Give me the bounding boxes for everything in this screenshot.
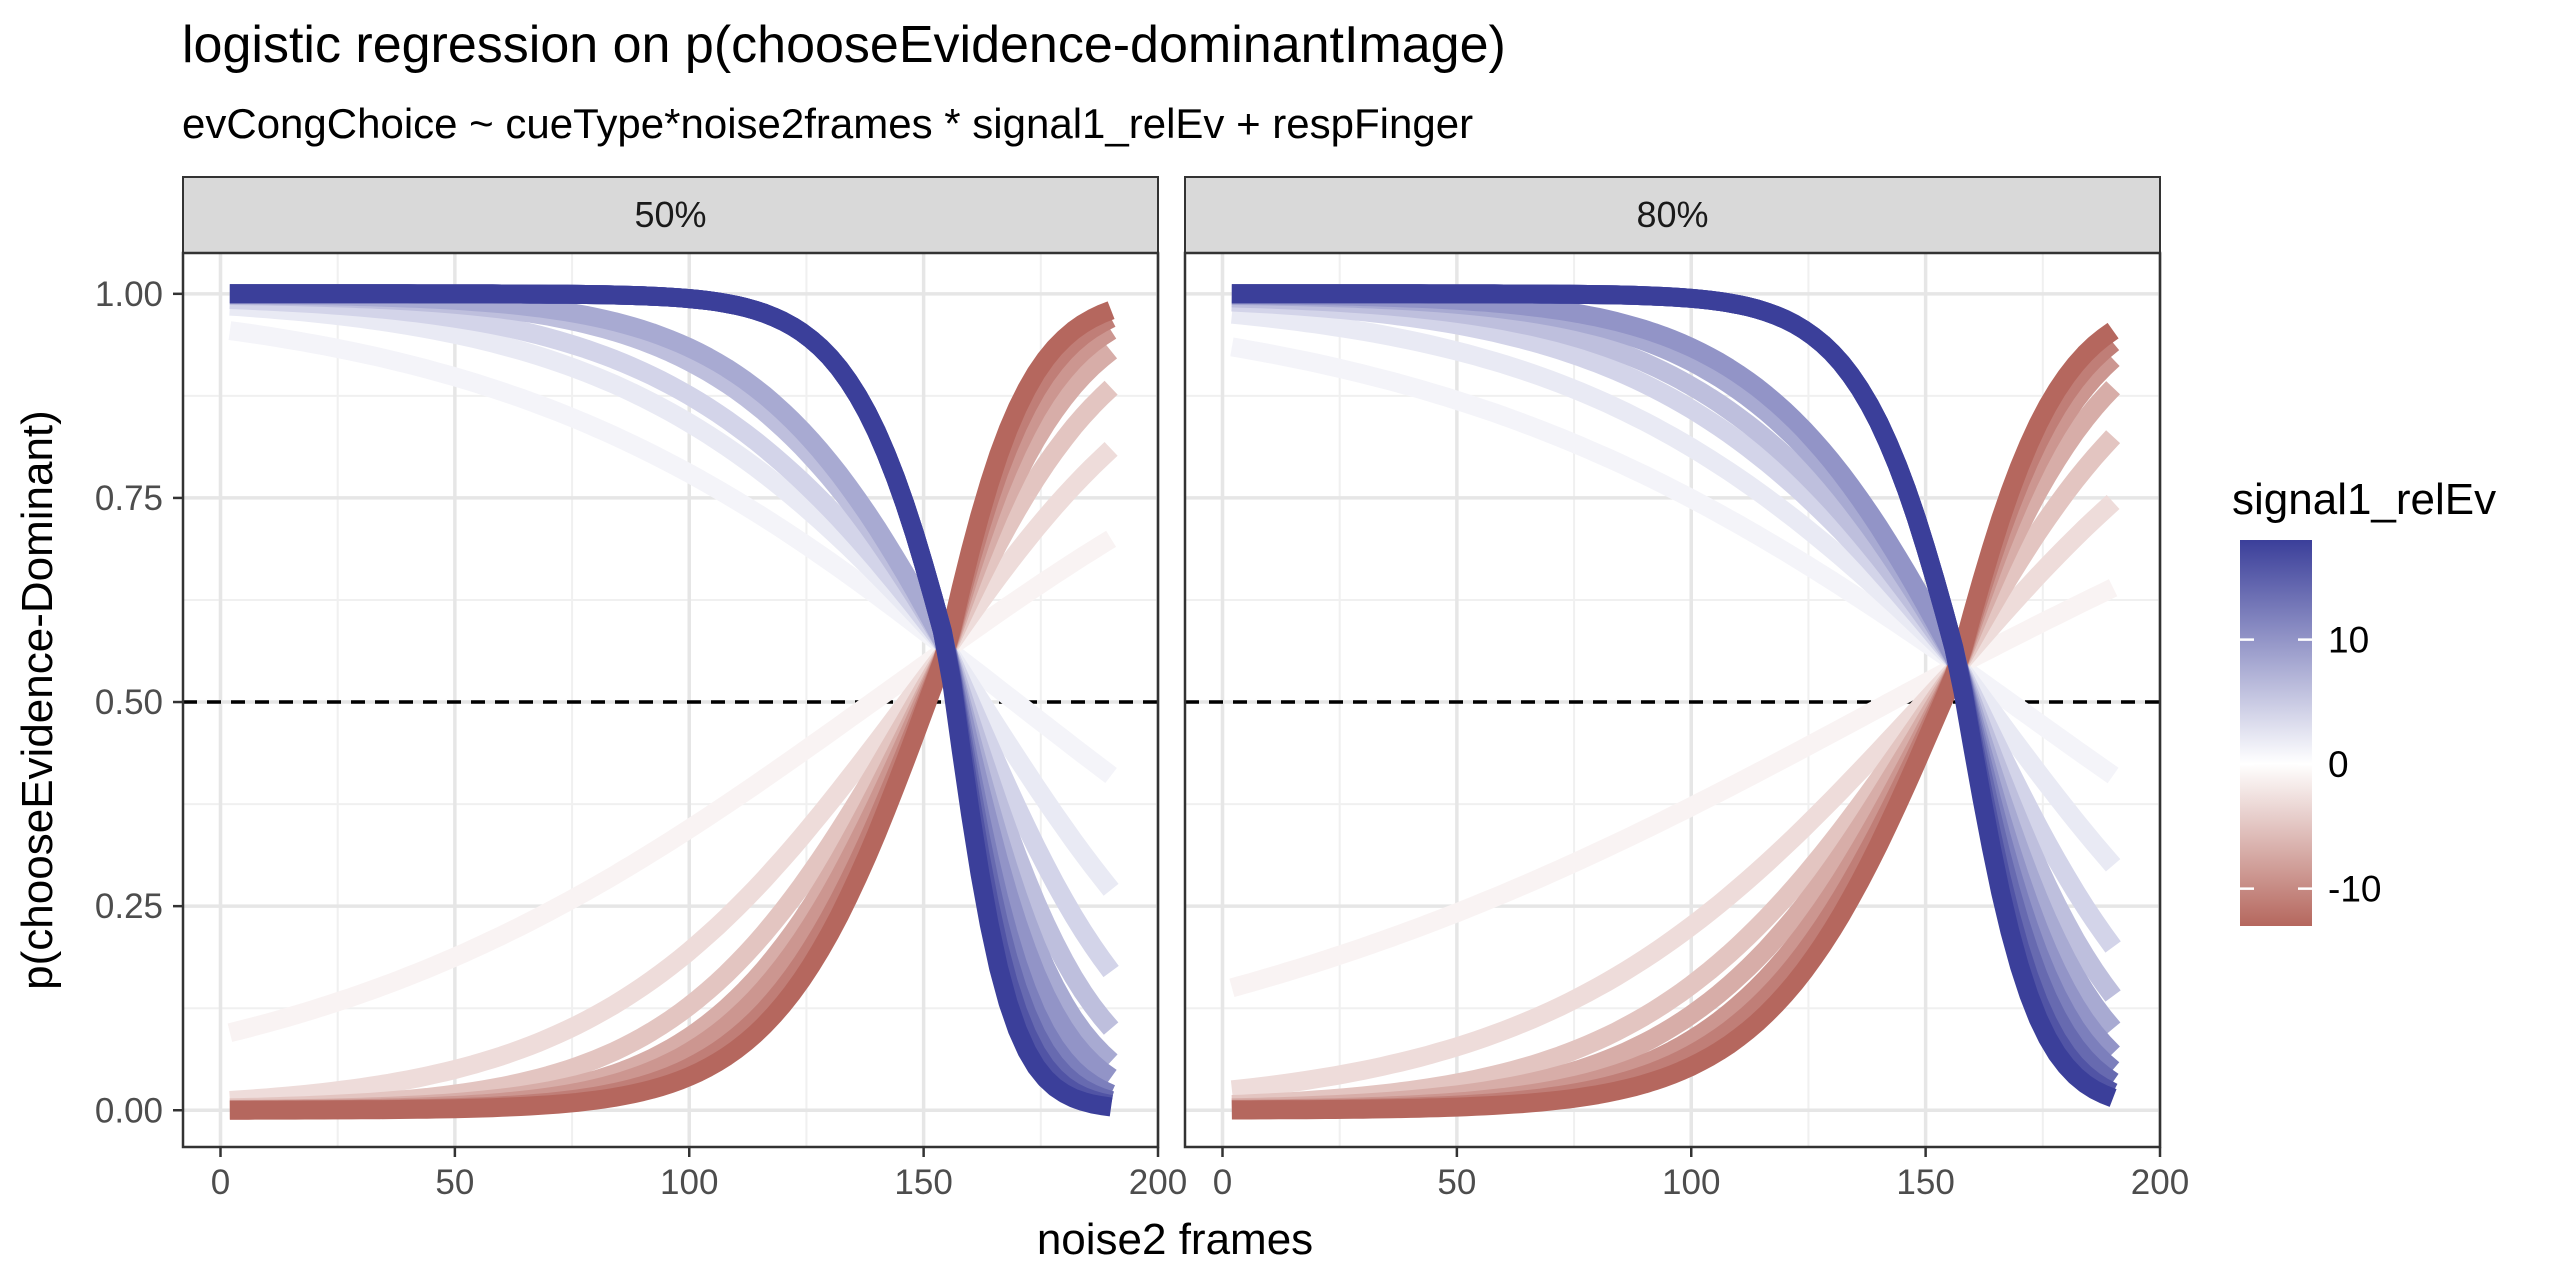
x-tick-label: 150 [1896, 1163, 1954, 1202]
x-tick-label: 200 [2131, 1163, 2189, 1202]
x-axis-ticks: 0 50 100 150 200 [211, 1147, 1187, 1202]
panel-0: 50% 0 50 100 150 200 0.00 0.25 0.50 0.75 1.00 [95, 176, 1187, 1202]
y-tick-label: 0.75 [95, 479, 163, 518]
legend: signal1_relEv 10 0 -10 [2232, 475, 2496, 926]
x-tick-label: 100 [660, 1163, 718, 1202]
y-tick-label: 0.25 [95, 887, 163, 926]
x-axis-label: noise2 frames [1037, 1215, 1313, 1264]
facet-strip [1184, 176, 2161, 254]
x-tick-label: 50 [435, 1163, 474, 1202]
panel-border [181, 251, 1160, 1149]
chart-title: logistic regression on p(chooseEvidence-… [182, 16, 1506, 74]
series-line-relev--13 [229, 301, 1115, 1120]
chart-subtitle: evCongChoice ~ cueType*noise2frames * si… [182, 100, 1473, 147]
panel-border [1183, 251, 2162, 1149]
x-tick-label: 150 [894, 1163, 952, 1202]
y-tick-label: 0.00 [95, 1091, 163, 1130]
legend-tick-label: -10 [2328, 869, 2381, 910]
legend-tick-label: 0 [2328, 744, 2349, 785]
series-lines [227, 284, 1119, 1120]
series-line-relev-18 [1231, 284, 2117, 1107]
y-tick-label: 0.50 [95, 683, 163, 722]
legend-tick-label: 10 [2328, 620, 2369, 661]
x-tick-label: 200 [1129, 1163, 1187, 1202]
series-line-relev--13 [1231, 322, 2119, 1120]
series-line-relev-18 [229, 284, 1113, 1117]
facet-strip [182, 176, 1159, 254]
x-tick-label: 0 [1213, 1163, 1232, 1202]
facet-strip-label: 50% [634, 194, 706, 235]
facet-strip-label: 80% [1636, 194, 1708, 235]
y-axis-label: p(chooseEvidence-Dominant) [13, 410, 62, 990]
y-axis-ticks: 0.00 0.25 0.50 0.75 1.00 [95, 275, 183, 1130]
series-lines [1229, 284, 2121, 1120]
legend-colorbar [2240, 540, 2312, 926]
x-tick-label: 50 [1437, 1163, 1476, 1202]
legend-ticks: 10 0 -10 [2240, 620, 2381, 910]
x-tick-label: 0 [211, 1163, 230, 1202]
panel-1: 80% 0 50 100 150 200 [1183, 176, 2189, 1202]
x-axis-ticks: 0 50 100 150 200 [1213, 1147, 2189, 1202]
y-tick-label: 1.00 [95, 275, 163, 314]
x-tick-label: 100 [1662, 1163, 1720, 1202]
legend-title: signal1_relEv [2232, 475, 2496, 524]
